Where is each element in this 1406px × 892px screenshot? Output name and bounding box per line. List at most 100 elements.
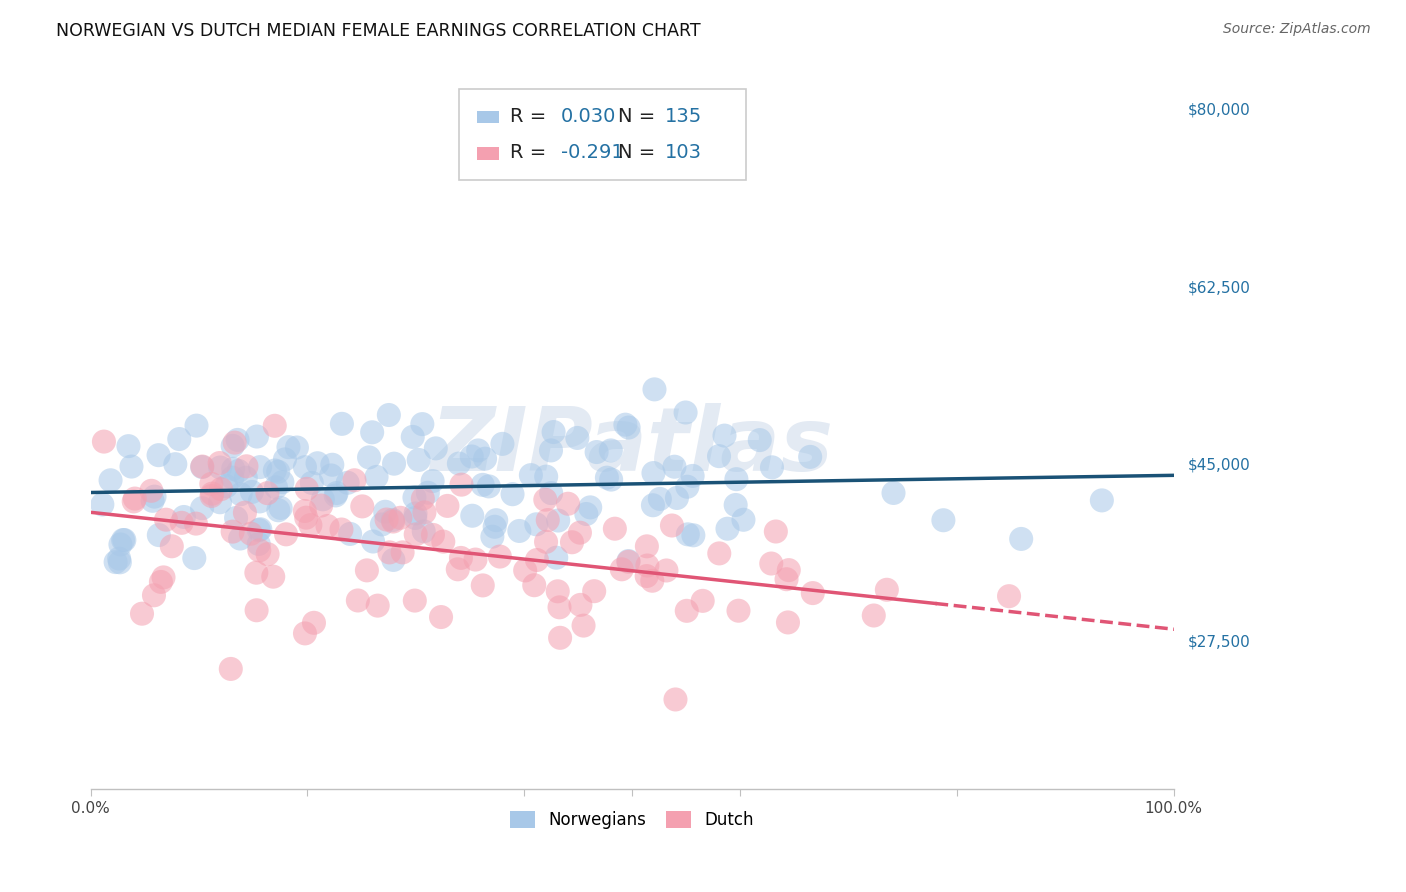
Norwegians [246,429,269,443]
Norwegians [336,475,359,490]
Norwegians [416,485,439,500]
Norwegians [339,527,361,541]
Norwegians [502,487,524,501]
Dutch [404,593,426,607]
Dutch [464,552,486,566]
Dutch [568,525,591,540]
Norwegians [540,486,562,500]
Norwegians [471,478,494,492]
Norwegians [208,495,231,509]
Dutch [998,589,1021,603]
Dutch [256,486,278,500]
Text: Source: ZipAtlas.com: Source: ZipAtlas.com [1223,22,1371,37]
Norwegians [579,500,602,515]
Text: -0.291: -0.291 [561,144,623,162]
Norwegians [425,442,447,456]
Dutch [450,477,472,491]
Norwegians [191,501,214,516]
Norwegians [404,511,426,525]
Norwegians [215,479,238,493]
Dutch [557,497,579,511]
Norwegians [366,470,388,484]
Norwegians [110,537,132,551]
Dutch [219,662,242,676]
Norwegians [382,457,405,471]
Norwegians [682,469,704,483]
Norwegians [104,555,127,569]
Norwegians [447,457,470,471]
Norwegians [240,484,263,499]
Norwegians [748,433,770,447]
Dutch [523,578,546,592]
Norwegians [524,517,547,532]
Dutch [224,435,246,450]
Dutch [152,570,174,584]
Norwegians [883,486,905,500]
Dutch [862,608,884,623]
Text: R =: R = [510,144,553,162]
Norwegians [474,451,496,466]
Dutch [515,563,537,577]
Norwegians [271,475,294,489]
Dutch [299,518,322,533]
Norwegians [491,437,513,451]
Norwegians [575,507,598,521]
Text: 0.030: 0.030 [561,107,616,126]
Norwegians [716,522,738,536]
Norwegians [676,480,699,494]
Dutch [233,506,256,520]
Norwegians [191,460,214,475]
Dutch [561,535,583,549]
Norwegians [600,473,623,487]
Dutch [548,600,571,615]
Text: R =: R = [510,107,553,126]
Norwegians [117,439,139,453]
Norwegians [148,448,170,462]
Dutch [131,607,153,621]
Norwegians [485,513,508,527]
Dutch [636,569,658,583]
Dutch [432,534,454,549]
Norwegians [235,471,257,485]
Norwegians [382,553,405,567]
Norwegians [461,508,484,523]
Norwegians [411,417,433,431]
Text: 103: 103 [665,144,702,162]
Norwegians [478,479,501,493]
Dutch [316,519,339,533]
Dutch [412,491,434,506]
Dutch [547,584,569,599]
Dutch [155,513,177,527]
Norwegians [596,470,619,484]
Dutch [149,574,172,589]
Dutch [471,578,494,592]
Dutch [569,598,592,612]
Norwegians [361,425,384,440]
Norwegians [173,510,195,524]
Norwegians [142,493,165,508]
Dutch [201,486,224,500]
Norwegians [520,468,543,483]
Norwegians [676,527,699,541]
Dutch [548,631,571,645]
Norwegians [467,443,489,458]
Dutch [675,604,697,618]
Norwegians [222,462,245,476]
Norwegians [733,513,755,527]
Dutch [382,515,405,529]
Bar [477,147,499,160]
Dutch [436,499,458,513]
Norwegians [599,443,621,458]
Norwegians [1010,532,1032,546]
Norwegians [543,425,565,439]
Norwegians [799,450,821,464]
Norwegians [112,533,135,547]
Norwegians [484,520,506,534]
Norwegians [371,517,394,532]
Text: $80,000: $80,000 [1188,103,1250,118]
Norwegians [249,494,271,508]
Dutch [208,456,231,470]
Norwegians [143,490,166,504]
Dutch [221,524,243,539]
Dutch [294,504,316,518]
